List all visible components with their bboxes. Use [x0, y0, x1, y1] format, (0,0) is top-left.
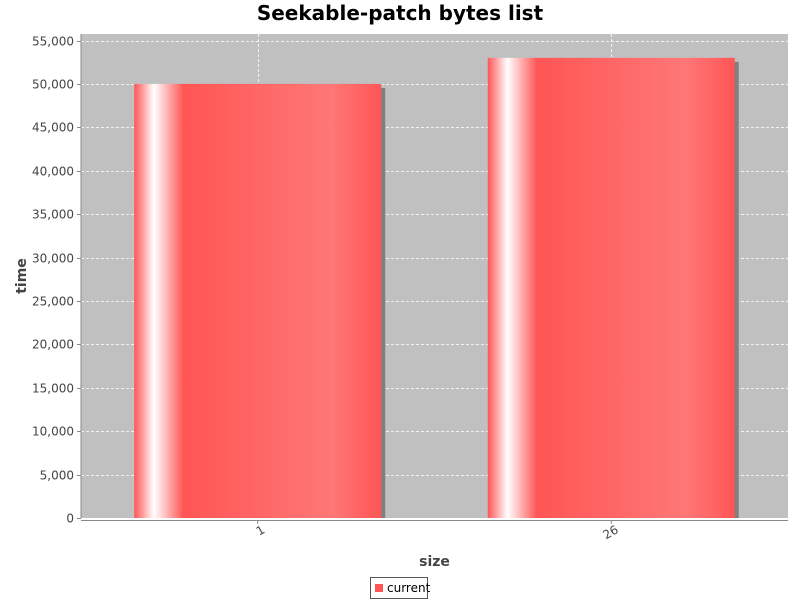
- x-axis-ticks: 1 26: [254, 520, 621, 542]
- y-tick-label: 15,000: [32, 382, 74, 396]
- y-tick-label: 20,000: [32, 338, 74, 352]
- y-tick-label: 0: [66, 512, 74, 526]
- y-tick-label: 50,000: [32, 78, 74, 92]
- legend-swatch: [375, 584, 383, 592]
- x-tick-label: 26: [601, 522, 621, 542]
- bars: [134, 57, 739, 518]
- legend-label: current: [387, 581, 431, 595]
- y-tick-label: 10,000: [32, 425, 74, 439]
- y-tick-label: 30,000: [32, 252, 74, 266]
- y-axis-ticks: 0 5,000 10,000 15,000 20,000 25,000 30,000 35,0…: [32, 35, 81, 526]
- x-tick-label: 1: [254, 522, 268, 538]
- y-tick-label: 40,000: [32, 165, 74, 179]
- y-tick-label: 45,000: [32, 121, 74, 135]
- y-tick-label: 55,000: [32, 35, 74, 49]
- x-axis-label: size: [419, 554, 450, 570]
- y-tick-label: 25,000: [32, 295, 74, 309]
- legend: current: [370, 577, 431, 599]
- y-tick-label: 35,000: [32, 208, 74, 222]
- bar-26[interactable]: [487, 57, 735, 518]
- bar-1[interactable]: [134, 83, 382, 518]
- y-tick-label: 5,000: [40, 469, 74, 483]
- chart-title: Seekable-patch bytes list: [256, 1, 544, 25]
- y-axis-label: time: [14, 258, 30, 294]
- legend-box: [370, 577, 428, 599]
